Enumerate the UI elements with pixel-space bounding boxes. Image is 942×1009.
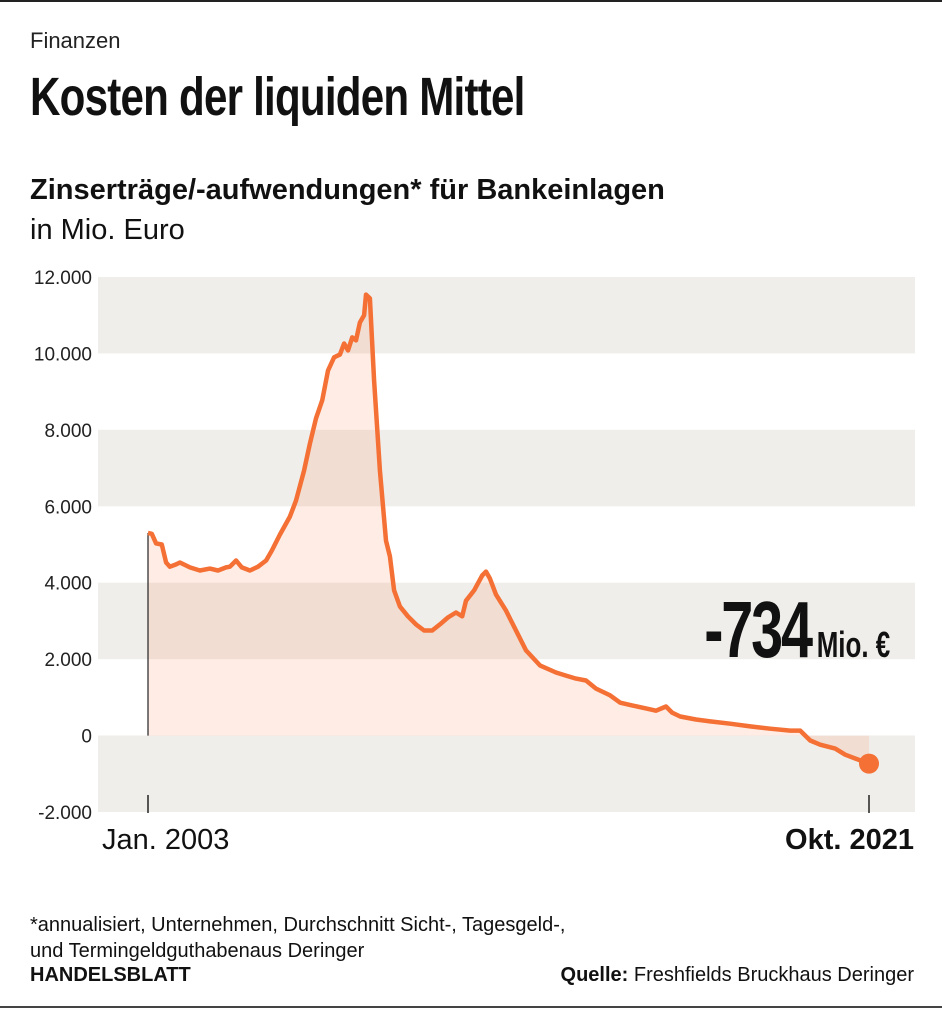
y-tick-label: 10.000 xyxy=(34,344,92,365)
y-tick-label: 0 xyxy=(81,727,92,748)
page-title: Kosten der liquiden Mittel xyxy=(30,67,525,127)
y-tick-label: 8.000 xyxy=(44,421,92,442)
y-tick-label: -2.000 xyxy=(38,803,92,824)
footnote-line-1: *annualisiert, Unternehmen, Durchschnitt… xyxy=(30,914,566,936)
y-tick-label: 6.000 xyxy=(44,497,92,518)
y-tick-label: 2.000 xyxy=(44,650,92,671)
annotation-unit: Mio. € xyxy=(816,624,890,665)
brand-logo: HANDELSBLATT xyxy=(30,964,191,986)
source-label: Quelle: xyxy=(560,964,629,986)
grid-band xyxy=(98,582,915,660)
grid-band xyxy=(98,735,915,812)
x-label-end: Okt. 2021 xyxy=(785,824,914,856)
kicker: Finanzen xyxy=(30,28,121,53)
grid-band xyxy=(98,429,915,507)
y-tick-label: 12.000 xyxy=(34,268,92,289)
chart-subtitle: Zinserträge/-aufwendungen* für Bankeinla… xyxy=(30,174,665,206)
y-tick-label: 4.000 xyxy=(44,574,92,595)
end-point-marker xyxy=(859,753,879,774)
area-fill xyxy=(148,294,869,764)
unit-label: in Mio. Euro xyxy=(30,214,185,246)
source-text: Freshfields Bruckhaus Deringer xyxy=(628,964,914,986)
footnote-line-2: und Termingeldguthabenaus Deringer xyxy=(30,940,365,962)
annotation-value: -734 xyxy=(704,585,813,674)
bottom-rule xyxy=(0,1006,942,1008)
value-annotation: -734 Mio. € xyxy=(704,584,890,676)
grid-band xyxy=(98,277,915,354)
series-line xyxy=(147,292,870,766)
source-credit: Quelle: Freshfields Bruckhaus Deringer xyxy=(561,964,914,987)
top-rule xyxy=(0,0,942,2)
x-label-start: Jan. 2003 xyxy=(102,824,230,856)
